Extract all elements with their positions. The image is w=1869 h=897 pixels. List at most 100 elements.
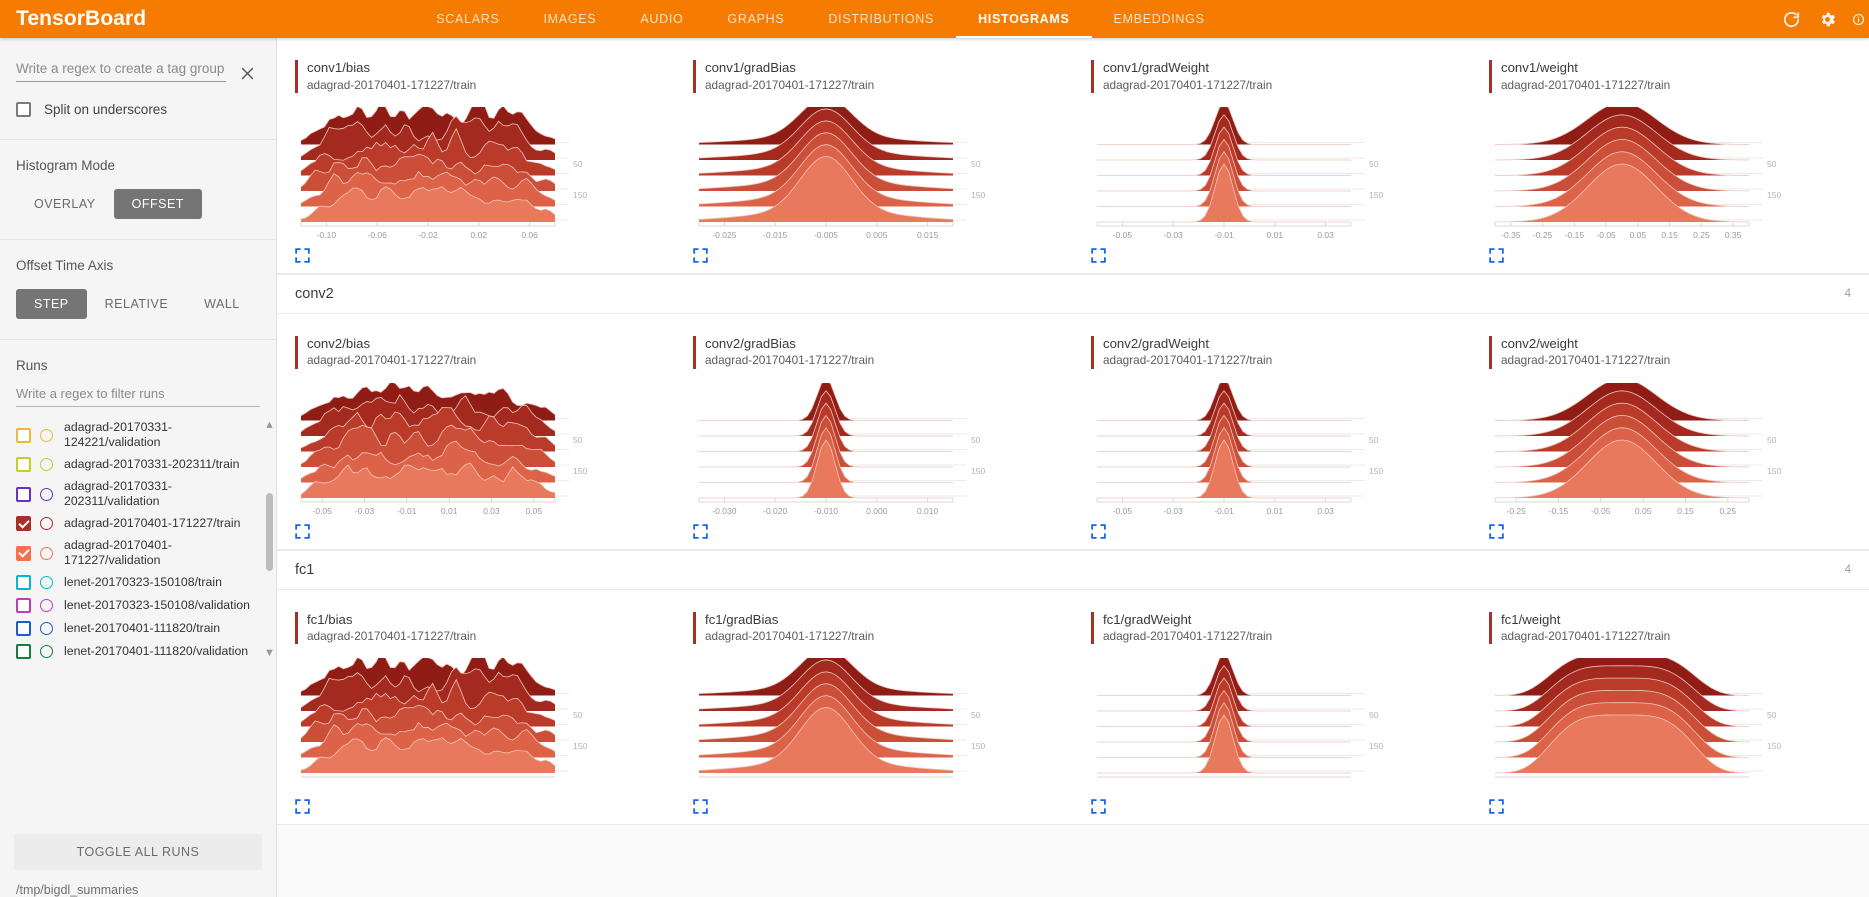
histogram-plot[interactable]: 50 150 -0.10 -0.06 -0.02 0.02 0.06	[295, 106, 661, 242]
histogram-card[interactable]: conv2/bias adagrad-20170401-171227/train…	[277, 314, 675, 549]
histogram-plot[interactable]: 50 150 -0.25 -0.15 -0.05 0.05 0.15 0.25	[1489, 382, 1855, 518]
expand-icon[interactable]	[295, 523, 310, 539]
run-color-dot[interactable]	[40, 517, 53, 530]
svg-text:0.05: 0.05	[526, 506, 543, 516]
histogram-card[interactable]: conv2/gradBias adagrad-20170401-171227/t…	[675, 314, 1073, 549]
expand-icon[interactable]	[693, 799, 708, 815]
tab-embeddings[interactable]: EMBEDDINGS	[1113, 12, 1205, 26]
histogram-plot[interactable]: 50 150 -0.35 -0.25 -0.15 -0.05 0.05 0.15 0.25 0.3…	[1489, 106, 1855, 242]
run-color-dot[interactable]	[40, 428, 53, 442]
run-color-dot[interactable]	[40, 487, 53, 501]
expand-icon[interactable]	[693, 248, 708, 263]
run-filter-input[interactable]	[16, 386, 260, 407]
tab-images[interactable]: IMAGES	[543, 12, 597, 26]
run-color-dot[interactable]	[40, 599, 53, 612]
expand-icon[interactable]	[1091, 523, 1106, 539]
histogram-card[interactable]: conv2/weight adagrad-20170401-171227/tra…	[1471, 314, 1869, 549]
run-checkbox[interactable]	[16, 545, 31, 561]
info-icon[interactable]	[1852, 8, 1865, 30]
histogram-mode-offset-button[interactable]: OFFSET	[113, 189, 202, 219]
run-checkbox[interactable]	[16, 598, 31, 613]
histogram-card[interactable]: fc1/gradBias adagrad-20170401-171227/tra…	[675, 590, 1073, 825]
histogram-card[interactable]: conv1/gradWeight adagrad-20170401-171227…	[1073, 38, 1471, 273]
run-color-dot[interactable]	[40, 645, 53, 658]
offset-time-axis-relative-button[interactable]: RELATIVE	[104, 297, 169, 311]
card-tag-name: conv1/gradBias	[705, 60, 796, 75]
histogram-card[interactable]: fc1/gradWeight adagrad-20170401-171227/t…	[1073, 590, 1471, 825]
histogram-plot[interactable]: 50 150 -0.05 -0.03 -0.01 0.01 0.03	[1091, 106, 1457, 242]
run-item[interactable]: adagrad-20170401-171227/train	[16, 512, 260, 535]
svg-text:50: 50	[971, 711, 981, 721]
run-color-dot[interactable]	[40, 458, 53, 471]
expand-icon[interactable]	[295, 799, 310, 815]
histogram-plot[interactable]: 50 150	[1091, 658, 1457, 793]
run-list[interactable]: adagrad-20170331-124221/validation adagra…	[0, 417, 276, 661]
run-checkbox[interactable]	[16, 427, 31, 443]
section-header-fc1[interactable]: fc1 4	[277, 549, 1869, 590]
main-content[interactable]: conv1/bias adagrad-20170401-171227/train…	[277, 38, 1869, 897]
gear-icon[interactable]	[1816, 8, 1838, 30]
run-item[interactable]: lenet-20170323-150108/train	[16, 571, 260, 594]
toggle-all-runs-button[interactable]: TOGGLE ALL RUNS	[14, 834, 262, 870]
tab-scalars[interactable]: SCALARS	[436, 12, 500, 26]
offset-time-axis-step-button[interactable]: STEP	[16, 289, 87, 319]
svg-text:-0.020: -0.020	[763, 506, 787, 516]
svg-text:50: 50	[1369, 711, 1379, 721]
histogram-plot[interactable]: 50 150	[693, 658, 1059, 793]
histogram-plot[interactable]: 50 150	[1489, 658, 1855, 793]
run-checkbox[interactable]	[16, 516, 31, 531]
chevron-up-icon[interactable]: ▲	[264, 419, 275, 431]
histogram-plot[interactable]: 50 150 -0.05 -0.03 -0.01 0.01 0.03	[1091, 382, 1457, 518]
run-item[interactable]: adagrad-20170331-124221/validation	[16, 417, 260, 453]
expand-icon[interactable]	[295, 248, 310, 263]
run-item[interactable]: adagrad-20170331-202311/train	[16, 453, 260, 476]
histogram-plot[interactable]: 50 150 -0.05 -0.03 -0.01 0.01 0.03 0.05	[295, 382, 661, 518]
offset-time-axis-wall-button[interactable]: WALL	[204, 297, 240, 311]
histogram-plot[interactable]: 50 150 -0.025 -0.015 -0.005 0.005 0.015	[693, 106, 1059, 242]
histogram-mode-overlay-button[interactable]: OVERLAY	[34, 197, 96, 211]
histogram-plot[interactable]: 50 150 -0.030 -0.020 -0.010 0.000 0.010	[693, 382, 1059, 518]
run-checkbox[interactable]	[16, 621, 31, 636]
histogram-card[interactable]: conv1/weight adagrad-20170401-171227/tra…	[1471, 38, 1869, 273]
svg-text:-0.01: -0.01	[1214, 230, 1234, 240]
run-item[interactable]: lenet-20170401-111820/validation	[16, 640, 260, 661]
tag-regex-input[interactable]	[16, 61, 226, 82]
expand-icon[interactable]	[1489, 248, 1504, 263]
run-color-dot[interactable]	[40, 546, 53, 560]
histogram-plot[interactable]: 50 150	[295, 658, 661, 793]
histogram-card[interactable]: conv2/gradWeight adagrad-20170401-171227…	[1073, 314, 1471, 549]
run-item[interactable]: lenet-20170323-150108/validation	[16, 594, 260, 617]
expand-icon[interactable]	[693, 523, 708, 539]
histogram-card[interactable]: fc1/weight adagrad-20170401-171227/train…	[1471, 590, 1869, 825]
run-item[interactable]: adagrad-20170401-171227/validation	[16, 535, 260, 571]
close-icon[interactable]	[234, 60, 260, 86]
run-color-dot[interactable]	[40, 622, 53, 635]
scrollbar-thumb[interactable]	[266, 493, 273, 571]
tab-histograms[interactable]: HISTOGRAMS	[956, 0, 1092, 38]
histogram-card[interactable]: conv1/gradBias adagrad-20170401-171227/t…	[675, 38, 1073, 273]
card-titles: fc1/gradWeight adagrad-20170401-171227/t…	[1103, 612, 1272, 645]
expand-icon[interactable]	[1091, 799, 1106, 815]
tab-audio[interactable]: AUDIO	[640, 12, 684, 26]
run-checkbox[interactable]	[16, 457, 31, 472]
run-color-dot[interactable]	[40, 576, 53, 589]
svg-text:0.15: 0.15	[1661, 230, 1678, 240]
run-list-scrollbar[interactable]: ▲ ▼	[264, 419, 275, 659]
expand-icon[interactable]	[1091, 248, 1106, 263]
tab-graphs[interactable]: GRAPHS	[727, 12, 785, 26]
expand-icon[interactable]	[1489, 523, 1504, 539]
refresh-icon[interactable]	[1780, 8, 1802, 30]
run-checkbox[interactable]	[16, 486, 31, 502]
histogram-card[interactable]: fc1/bias adagrad-20170401-171227/train 5…	[277, 590, 675, 825]
histogram-card[interactable]: conv1/bias adagrad-20170401-171227/train…	[277, 38, 675, 273]
tab-distributions[interactable]: DISTRIBUTIONS	[828, 12, 935, 26]
run-item[interactable]: lenet-20170401-111820/train	[16, 617, 260, 640]
split-on-underscores-row[interactable]: Split on underscores	[0, 82, 276, 117]
expand-icon[interactable]	[1489, 799, 1504, 815]
chevron-down-icon[interactable]: ▼	[264, 647, 275, 659]
run-checkbox[interactable]	[16, 644, 31, 659]
split-on-underscores-checkbox[interactable]	[16, 102, 31, 117]
section-header-conv2[interactable]: conv2 4	[277, 273, 1869, 314]
run-checkbox[interactable]	[16, 575, 31, 590]
run-item[interactable]: adagrad-20170331-202311/validation	[16, 476, 260, 512]
